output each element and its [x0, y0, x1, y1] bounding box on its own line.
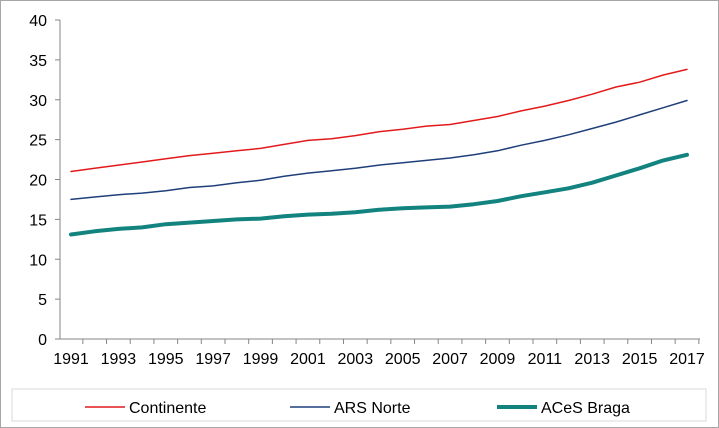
legend-label: ARS Norte [334, 400, 411, 417]
series-line-continente [70, 68, 688, 173]
x-tick-label: 1995 [148, 351, 184, 368]
y-tick-label: 40 [29, 13, 47, 30]
x-tick-label: 1999 [243, 351, 279, 368]
series-line-ars-norte [70, 99, 688, 201]
x-tick-label: 2009 [480, 351, 516, 368]
chart-axes: 0 5 10 15 20 25 30 35 40 1991 1993 1995 1997 1999 2001… [29, 13, 705, 368]
y-tick-label: 10 [29, 252, 47, 269]
legend: Continente ARS Norte ACeS Braga [11, 388, 707, 422]
x-tick-label: 2013 [574, 351, 610, 368]
x-tick-label: 2003 [338, 351, 374, 368]
legend-label: Continente [129, 400, 206, 417]
x-tick-label: 1991 [53, 351, 89, 368]
legend-box [11, 388, 707, 422]
legend-label: ACeS Braga [541, 400, 630, 417]
y-tick-label: 0 [38, 332, 47, 349]
y-tick-label: 35 [29, 53, 47, 70]
x-tick-label: 2001 [290, 351, 326, 368]
x-tick-label: 2005 [385, 351, 421, 368]
y-tick-label: 30 [29, 93, 47, 110]
x-tick-label: 2015 [622, 351, 658, 368]
y-tick-label: 25 [29, 133, 47, 150]
x-tick-label: 2017 [669, 351, 705, 368]
x-tick-label: 1997 [195, 351, 231, 368]
series-line-aces-braga [69, 152, 689, 237]
y-tick-label: 20 [29, 173, 47, 190]
x-tick-label: 2011 [528, 351, 563, 368]
y-tick-label: 15 [29, 212, 47, 229]
x-tick-label: 2007 [432, 351, 468, 368]
series-layer [69, 68, 689, 237]
x-tick-label: 1993 [101, 351, 137, 368]
y-tick-label: 5 [38, 292, 47, 309]
